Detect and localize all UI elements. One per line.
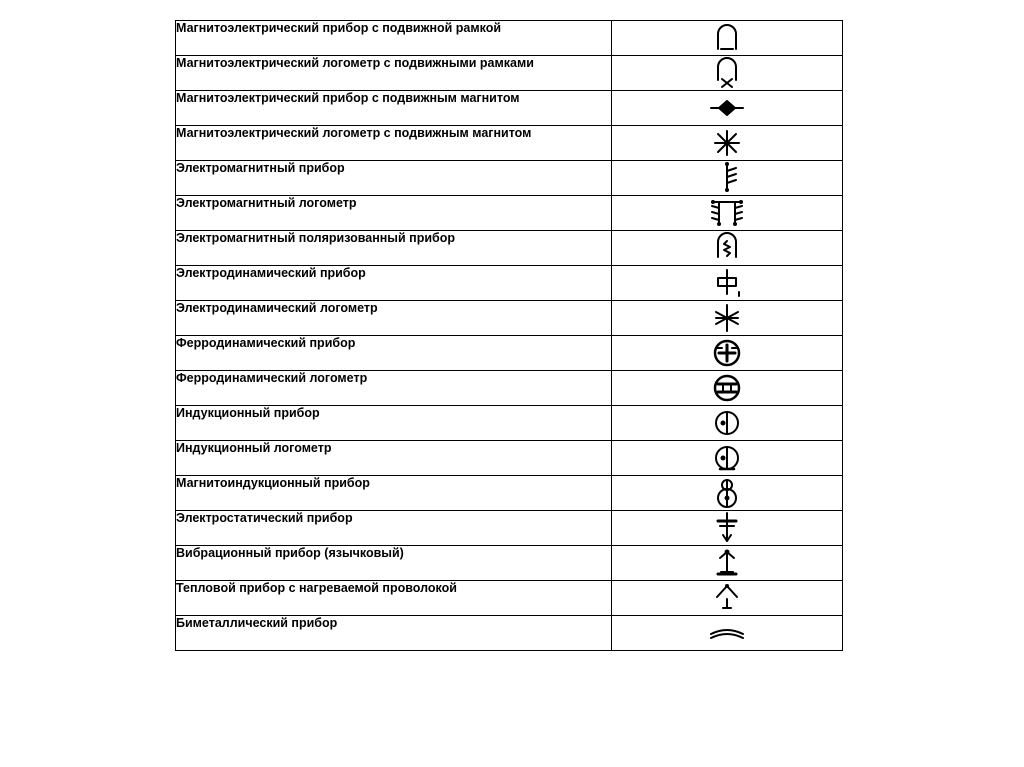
instrument-symbol — [612, 371, 843, 406]
table-row: Электромагнитный логометр — [176, 196, 843, 231]
symbol-table: Магнитоэлектрический прибор с подвижной … — [175, 20, 843, 651]
instrument-label: Магнитоэлектрический прибор с подвижной … — [176, 21, 612, 56]
table-row: Электродинамический прибор — [176, 266, 843, 301]
table-row: Электромагнитный поляризованный прибор — [176, 231, 843, 266]
instrument-symbol — [612, 56, 843, 91]
table-row: Ферродинамический логометр — [176, 371, 843, 406]
table-row: Биметаллический прибор — [176, 616, 843, 651]
instrument-label: Индукционный прибор — [176, 406, 612, 441]
instrument-symbol — [612, 161, 843, 196]
instrument-label: Вибрационный прибор (язычковый) — [176, 546, 612, 581]
instrument-symbol — [612, 406, 843, 441]
instrument-label: Тепловой прибор с нагреваемой проволокой — [176, 581, 612, 616]
instrument-label: Магнитоэлектрический прибор с подвижным … — [176, 91, 612, 126]
instrument-label: Биметаллический прибор — [176, 616, 612, 651]
table-row: Магнитоэлектрический прибор с подвижной … — [176, 21, 843, 56]
table-row: Электродинамический логометр — [176, 301, 843, 336]
instrument-symbol — [612, 546, 843, 581]
instrument-label: Электродинамический логометр — [176, 301, 612, 336]
instrument-label: Электромагнитный поляризованный прибор — [176, 231, 612, 266]
instrument-symbol — [612, 511, 843, 546]
table-row: Магнитоэлектрический прибор с подвижным … — [176, 91, 843, 126]
table-row: Индукционный прибор — [176, 406, 843, 441]
instrument-label: Магнитоэлектрический логометр с подвижны… — [176, 56, 612, 91]
instrument-label: Магнитоиндукционный прибор — [176, 476, 612, 511]
table-row: Индукционный логометр — [176, 441, 843, 476]
instrument-symbol — [612, 196, 843, 231]
table-row: Магнитоэлектрический логометр с подвижны… — [176, 126, 843, 161]
instrument-symbol — [612, 476, 843, 511]
instrument-label: Электростатический прибор — [176, 511, 612, 546]
table-row: Вибрационный прибор (язычковый) — [176, 546, 843, 581]
table-row: Электростатический прибор — [176, 511, 843, 546]
instrument-label: Магнитоэлектрический логометр с подвижны… — [176, 126, 612, 161]
instrument-symbol — [612, 126, 843, 161]
symbol-table-body: Магнитоэлектрический прибор с подвижной … — [176, 21, 843, 651]
instrument-label: Индукционный логометр — [176, 441, 612, 476]
instrument-symbol — [612, 336, 843, 371]
instrument-symbol — [612, 616, 843, 651]
table-row: Тепловой прибор с нагреваемой проволокой — [176, 581, 843, 616]
instrument-label: Электродинамический прибор — [176, 266, 612, 301]
instrument-symbol — [612, 266, 843, 301]
page: Магнитоэлектрический прибор с подвижной … — [0, 0, 1024, 767]
instrument-label: Ферродинамический прибор — [176, 336, 612, 371]
table-row: Электромагнитный прибор — [176, 161, 843, 196]
instrument-label: Электромагнитный логометр — [176, 196, 612, 231]
instrument-label: Электромагнитный прибор — [176, 161, 612, 196]
instrument-symbol — [612, 581, 843, 616]
table-row: Магнитоиндукционный прибор — [176, 476, 843, 511]
instrument-symbol — [612, 441, 843, 476]
instrument-symbol — [612, 301, 843, 336]
table-row: Магнитоэлектрический логометр с подвижны… — [176, 56, 843, 91]
instrument-symbol — [612, 91, 843, 126]
instrument-symbol — [612, 231, 843, 266]
table-row: Ферродинамический прибор — [176, 336, 843, 371]
instrument-symbol — [612, 21, 843, 56]
instrument-label: Ферродинамический логометр — [176, 371, 612, 406]
